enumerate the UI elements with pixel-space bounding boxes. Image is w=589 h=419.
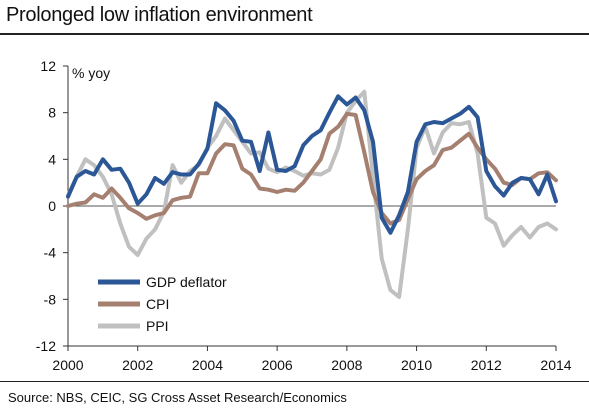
- source-note: Source: NBS, CEIC, SG Cross Asset Resear…: [8, 390, 347, 405]
- y-tick-label: -12: [36, 338, 56, 354]
- x-tick-label: 2004: [192, 357, 223, 373]
- x-tick-label: 2014: [540, 357, 571, 373]
- legend-label-cpi: CPI: [146, 296, 169, 312]
- x-tick-label: 2010: [401, 357, 432, 373]
- x-tick-label: 2008: [331, 357, 362, 373]
- y-tick-label: 12: [40, 58, 56, 74]
- chart-title: Prolonged low inflation environment: [6, 4, 313, 26]
- y-tick-label: 4: [48, 151, 56, 167]
- y-axis-label: % yoy: [72, 65, 110, 81]
- series-line-cpi: [66, 111, 558, 226]
- series-line-gdp-deflator: [66, 94, 558, 235]
- axes: -12 -8 -4 0 4 8 12 2000 2002 2004 2006 2008 2010 2012…: [36, 58, 572, 373]
- x-tick-label: 2002: [122, 357, 153, 373]
- x-tick-label: 2012: [471, 357, 502, 373]
- x-tick-label: 2000: [52, 357, 83, 373]
- legend-label-gdp-deflator: GDP deflator: [146, 274, 227, 290]
- series-line-ppi: [66, 89, 558, 299]
- title-rule: [0, 33, 589, 35]
- footer-rule: [0, 381, 589, 382]
- y-tick-label: 0: [48, 198, 56, 214]
- legend-label-ppi: PPI: [146, 318, 169, 334]
- x-tick-label: 2006: [262, 357, 293, 373]
- y-tick-label: -4: [44, 245, 57, 261]
- y-tick-label: 8: [48, 105, 56, 121]
- series-lines: [66, 89, 558, 299]
- y-tick-label: -8: [44, 291, 57, 307]
- legend: GDP deflator CPI PPI: [98, 274, 227, 334]
